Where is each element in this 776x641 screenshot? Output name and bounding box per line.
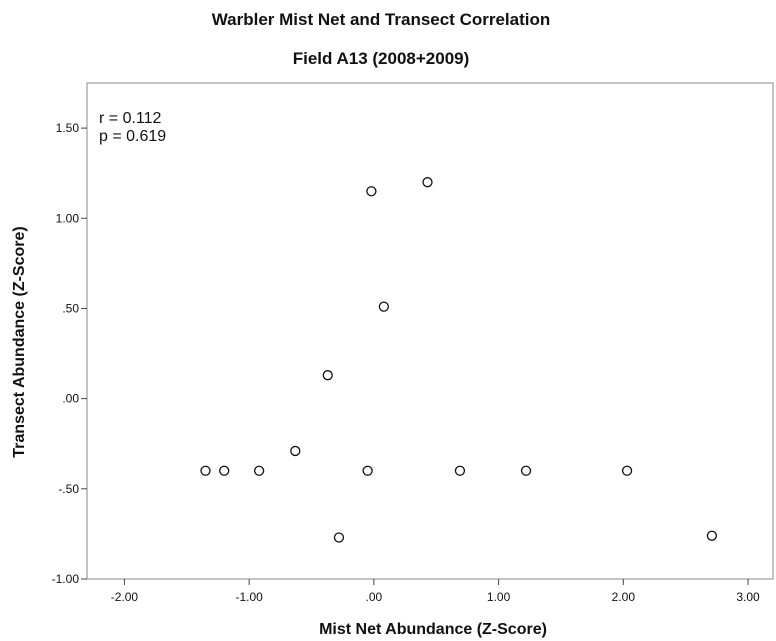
- data-point: [454, 465, 466, 476]
- y-tick-label: 1.50: [56, 121, 80, 135]
- data-point: [253, 465, 265, 476]
- data-point: [362, 465, 373, 476]
- y-axis: -1.00 -.50 .00 .50 1.00 1.50: [52, 121, 87, 586]
- data-point: [378, 301, 390, 312]
- x-tick-label: .00: [366, 590, 383, 604]
- y-tick-label: -.50: [58, 482, 79, 496]
- data-point: [706, 530, 718, 541]
- chart-subtitle: Field A13 (2008+2009): [293, 49, 470, 68]
- data-point: [621, 465, 633, 476]
- x-tick-label: -2.00: [111, 590, 139, 604]
- y-tick-label: 1.00: [56, 211, 80, 225]
- x-axis-label: Mist Net Abundance (Z-Score): [319, 621, 547, 638]
- data-point: [290, 445, 301, 457]
- x-tick-label: 1.00: [487, 590, 511, 604]
- correlation-r-annotation: r = 0.112: [99, 110, 162, 127]
- x-axis: -2.00 -1.00 .00 1.00 2.00 3.00: [111, 579, 760, 604]
- y-axis-label: Transect Abundance (Z-Score): [11, 226, 28, 457]
- x-tick-label: -1.00: [235, 590, 263, 604]
- correlation-p-annotation: p = 0.619: [99, 128, 166, 145]
- x-tick-label: 3.00: [736, 590, 760, 604]
- data-point: [322, 370, 333, 381]
- data-point: [200, 465, 211, 476]
- y-tick-label: .50: [62, 301, 79, 315]
- data-point: [366, 186, 377, 197]
- x-tick-label: 2.00: [612, 590, 636, 604]
- chart-title: Warbler Mist Net and Transect Correlatio…: [212, 10, 551, 29]
- data-points: [200, 177, 718, 543]
- data-point: [422, 177, 433, 188]
- y-tick-label: .00: [62, 392, 79, 406]
- data-point: [219, 465, 230, 476]
- y-tick-label: -1.00: [52, 572, 80, 586]
- plot-area: [86, 82, 774, 580]
- data-point: [520, 465, 532, 476]
- data-point: [333, 532, 345, 543]
